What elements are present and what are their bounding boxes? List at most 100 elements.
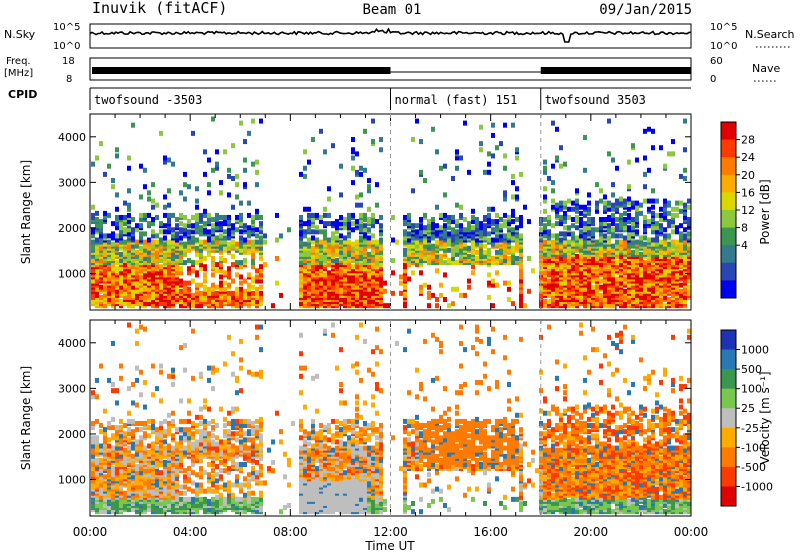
heatmap-cell <box>351 212 355 218</box>
heatmap-cell <box>115 435 119 441</box>
heatmap-cell <box>335 258 339 264</box>
heatmap-cell <box>595 204 599 210</box>
heatmap-cell <box>599 301 603 307</box>
heatmap-cell <box>443 212 447 218</box>
heatmap-cell <box>143 445 147 451</box>
heatmap-cell <box>655 235 659 241</box>
freq-unit: [MHz] <box>4 68 33 79</box>
heatmap-cell <box>127 219 131 225</box>
heatmap-cell <box>95 155 99 161</box>
heatmap-cell <box>627 225 631 231</box>
heatmap-cell <box>147 272 151 278</box>
y-tick-label: 2000 <box>58 222 86 235</box>
heatmap-cell <box>679 282 683 288</box>
heatmap-cell <box>143 167 147 173</box>
heatmap-cell <box>655 225 659 231</box>
heatmap-cell <box>683 202 687 208</box>
heatmap-cell <box>139 435 143 441</box>
heatmap-cell <box>679 288 683 294</box>
heatmap-cell <box>663 245 667 251</box>
heatmap-cell <box>123 494 127 500</box>
heatmap-cell <box>179 235 183 241</box>
heatmap-cell <box>127 437 131 443</box>
heatmap-cell <box>635 217 639 223</box>
heatmap-cell <box>231 143 235 149</box>
heatmap-cell <box>395 239 399 245</box>
heatmap-cell <box>347 225 351 231</box>
heatmap-cell <box>551 233 555 239</box>
cpid-segment-label: twofsound 3503 <box>545 93 646 107</box>
heatmap-cell <box>215 165 219 171</box>
heatmap-cell <box>643 214 647 220</box>
heatmap-cell <box>139 253 143 259</box>
heatmap-cell <box>327 186 331 192</box>
heatmap-cell <box>107 290 111 296</box>
heatmap-cell <box>611 157 615 163</box>
heatmap-cell <box>543 165 547 171</box>
heatmap-cell <box>91 390 95 396</box>
heatmap-cell <box>335 262 339 268</box>
heatmap-cell <box>155 202 159 208</box>
nsky-label: N.Sky <box>4 28 36 41</box>
heatmap-cell <box>207 290 211 296</box>
heatmap-cell <box>175 266 179 272</box>
heatmap-cell <box>247 200 251 206</box>
heatmap-cell <box>119 445 123 451</box>
heatmap-cell <box>307 159 311 165</box>
heatmap-cell <box>115 461 119 467</box>
heatmap-cell <box>307 237 311 243</box>
heatmap-cell <box>391 214 395 220</box>
heatmap-cell <box>519 214 523 220</box>
heatmap-cell <box>299 292 303 298</box>
heatmap-cell <box>175 270 179 276</box>
heatmap-cell <box>363 212 367 218</box>
colorbar-tick-label: 24 <box>741 151 755 164</box>
heatmap-cell <box>115 388 119 394</box>
heatmap-cell <box>211 272 215 278</box>
heatmap-cell <box>359 223 363 229</box>
heatmap-cell <box>243 258 247 264</box>
heatmap-cell <box>547 229 551 235</box>
heatmap-cell <box>203 284 207 290</box>
heatmap-cell <box>251 118 255 124</box>
freq-bar-segment <box>540 67 691 74</box>
heatmap-cell <box>347 221 351 227</box>
heatmap-cell <box>223 214 227 220</box>
heatmap-cell <box>111 445 115 451</box>
heatmap-cell <box>403 251 407 257</box>
heatmap-cell <box>567 206 571 212</box>
heatmap-cell <box>379 147 383 153</box>
heatmap-cell <box>651 229 655 235</box>
colorbar-swatch <box>721 280 736 299</box>
heatmap-cell <box>615 239 619 245</box>
heatmap-cell <box>383 288 387 294</box>
heatmap-cell <box>667 151 671 157</box>
heatmap-cell <box>203 149 207 155</box>
heatmap-cell <box>251 239 255 245</box>
heatmap-cell <box>303 233 307 239</box>
heatmap-cell <box>167 472 171 478</box>
heatmap-cell <box>551 297 555 303</box>
heatmap-cell <box>663 206 667 212</box>
heatmap-cell <box>591 255 595 261</box>
heatmap-cell <box>383 280 387 286</box>
heatmap-cell <box>459 243 463 249</box>
heatmap-cell <box>575 198 579 204</box>
heatmap-cell <box>459 292 463 298</box>
heatmap-cell <box>555 155 559 161</box>
heatmap-cell <box>175 223 179 229</box>
heatmap-cell <box>639 235 643 241</box>
heatmap-cell <box>427 290 431 296</box>
heatmap-cell <box>107 437 111 443</box>
heatmap-cell <box>367 188 371 194</box>
heatmap-cell <box>351 165 355 171</box>
heatmap-cell <box>563 231 567 237</box>
heatmap-cell <box>119 468 123 474</box>
heatmap-cell <box>323 206 327 212</box>
heatmap-cell <box>407 255 411 261</box>
heatmap-cell <box>567 282 571 288</box>
heatmap-cell <box>123 214 127 220</box>
heatmap-cell <box>483 253 487 259</box>
heatmap-cell <box>419 139 423 145</box>
heatmap-cell <box>671 206 675 212</box>
